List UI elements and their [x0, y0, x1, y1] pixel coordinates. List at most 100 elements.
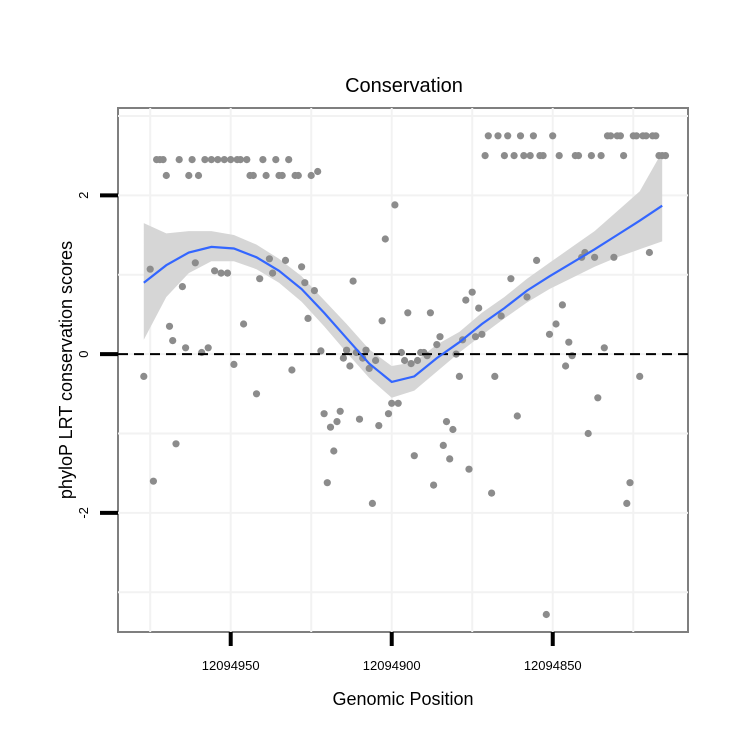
data-point [217, 269, 225, 277]
data-point [545, 330, 554, 338]
data-point [346, 362, 354, 370]
data-point [404, 309, 412, 317]
data-point [542, 610, 550, 619]
data-point [562, 362, 570, 370]
data-point [433, 341, 441, 349]
data-point [378, 317, 386, 325]
chart-title: Conservation [345, 75, 463, 97]
data-point [600, 344, 608, 352]
data-point [465, 465, 473, 473]
confidence-band [143, 151, 663, 398]
data-point [269, 269, 277, 277]
data-point [401, 356, 409, 365]
data-point [256, 275, 264, 283]
data-point [391, 201, 399, 209]
data-point [507, 275, 515, 283]
data-point [159, 156, 167, 164]
data-point [436, 333, 444, 341]
data-point [146, 265, 154, 273]
data-point [446, 455, 454, 463]
data-point [323, 479, 331, 487]
smooth-line [143, 204, 663, 384]
smooth-curve [143, 204, 663, 384]
data-point [191, 259, 199, 267]
data-point [182, 344, 190, 352]
grid [118, 108, 688, 632]
data-point [526, 152, 534, 160]
data-point [288, 366, 296, 374]
data-point [626, 479, 634, 487]
data-point [439, 441, 447, 449]
data-point [642, 132, 650, 140]
data-point [372, 356, 380, 365]
data-point [384, 410, 393, 418]
data-point [430, 481, 438, 489]
data-point [407, 360, 415, 368]
data-point [169, 337, 177, 345]
data-point [285, 156, 293, 164]
data-point [645, 248, 654, 257]
data-point [533, 256, 541, 264]
data-point [584, 429, 592, 438]
data-point [497, 312, 505, 320]
data-point [549, 132, 557, 140]
data-point [320, 410, 328, 418]
data-point [272, 156, 280, 164]
data-point [597, 152, 605, 160]
data-point [281, 256, 290, 264]
data-point [620, 152, 628, 160]
data-point [175, 156, 183, 164]
data-point [488, 489, 496, 497]
data-point [426, 309, 434, 317]
x-axis-label: Genomic Position [332, 689, 473, 709]
data-point [333, 418, 341, 426]
data-point [185, 171, 193, 180]
data-point [265, 255, 273, 263]
data-point [558, 301, 567, 309]
data-point [304, 314, 312, 322]
data-point [236, 156, 244, 164]
data-point [317, 347, 325, 355]
data-point [529, 132, 538, 140]
data-point [587, 152, 596, 160]
data-point [310, 287, 318, 295]
data-point [375, 422, 383, 430]
data-point [552, 320, 560, 328]
data-point [484, 132, 492, 140]
data-point [178, 283, 186, 291]
data-point [149, 477, 157, 485]
y-axis-label: phyloP LRT conservation scores [56, 241, 76, 499]
data-point [201, 156, 209, 164]
y-tick-label: -2 [76, 507, 91, 519]
data-point [510, 152, 518, 160]
data-point [520, 152, 528, 160]
data-point [632, 132, 641, 140]
data-point [442, 418, 451, 426]
data-point [381, 235, 389, 243]
data-point [362, 346, 370, 354]
data-point [478, 330, 486, 338]
data-point [349, 277, 357, 285]
data-point [314, 167, 322, 176]
data-point [413, 356, 422, 365]
data-point [204, 344, 212, 352]
data-point [172, 440, 180, 448]
data-point [491, 372, 499, 380]
data-point [636, 372, 644, 380]
data-point [211, 267, 219, 275]
data-point [661, 152, 670, 160]
data-point [249, 171, 257, 180]
x-axis: 12094950 12094900 12094850 [202, 632, 582, 673]
data-point [475, 304, 483, 312]
data-point [227, 156, 235, 164]
scatter-points [140, 132, 670, 619]
data-point [252, 390, 261, 398]
data-point [574, 152, 583, 160]
data-point [223, 269, 232, 277]
data-point [455, 372, 463, 380]
data-point [339, 354, 347, 362]
data-point [343, 346, 351, 354]
data-point [616, 132, 625, 140]
data-point [388, 399, 396, 407]
